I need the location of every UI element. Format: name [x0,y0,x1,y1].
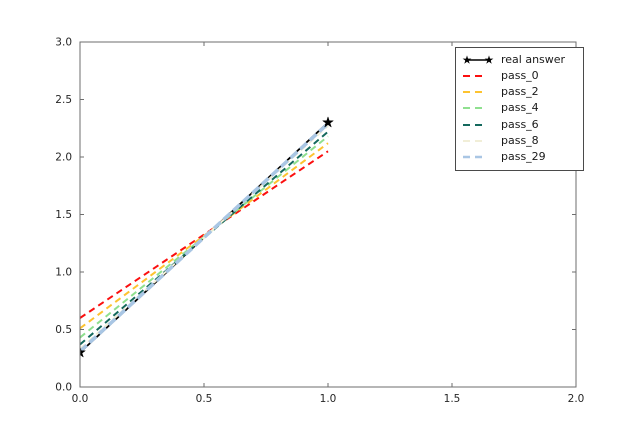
line-pass-29 [80,122,330,353]
x-tick-label: 1.0 [320,393,337,405]
star-marker [321,116,335,128]
legend-label: real answer [501,53,566,66]
x-tick-label: 0.5 [196,393,213,405]
tick-marks [79,41,577,388]
legend-label: pass_4 [501,101,539,115]
y-tick-label: 1.5 [55,209,72,221]
star-marker [80,346,87,358]
legend-item-pass-2: pass_2 [462,84,578,100]
legend-item-pass-8: pass_8 [462,133,578,149]
legend-line-sample-pass-2 [463,91,483,94]
legend-label: pass_8 [501,133,539,147]
legend-label: pass_29 [501,149,546,163]
legend-item-pass-29: pass_29 [462,149,578,165]
legend-line-sample-real-answer [462,55,494,64]
y-tick-label: 3.0 [55,37,72,49]
legend-line-sample-pass-4 [463,107,483,110]
x-tick-label: 0.0 [72,393,89,405]
legend-line-sample-pass-8 [463,139,483,142]
legend-line-sample-pass-29 [463,155,483,159]
legend-item-real-answer: real answer [462,52,578,68]
y-tick-label: 2.5 [55,94,72,106]
x-tick-label: 1.5 [444,393,461,405]
legend-label: pass_2 [501,85,539,99]
legend-label: pass_0 [501,69,539,83]
legend: real answer pass_0 pass_2 pass_4 pass_6 … [455,47,584,171]
legend-item-pass-0: pass_0 [462,68,578,84]
legend-item-pass-6: pass_6 [462,117,578,133]
y-tick-label: 0.5 [55,324,72,336]
legend-item-pass-4: pass_4 [462,100,578,116]
legend-line-sample-pass-6 [463,123,483,126]
legend-label: pass_6 [501,117,539,131]
legend-line-sample-pass-0 [463,75,483,78]
line-pass-8 [80,125,329,350]
y-tick-label: 2.0 [55,152,72,164]
x-tick-label: 2.0 [568,393,585,405]
y-tick-label: 0.0 [55,382,72,394]
series-lines [80,116,335,358]
tick-labels: 0.0 0.5 1.0 1.5 2.0 0.0 0.5 1.0 1.5 2.0 2.5 3.0 [55,37,584,406]
y-tick-label: 1.0 [55,267,72,279]
